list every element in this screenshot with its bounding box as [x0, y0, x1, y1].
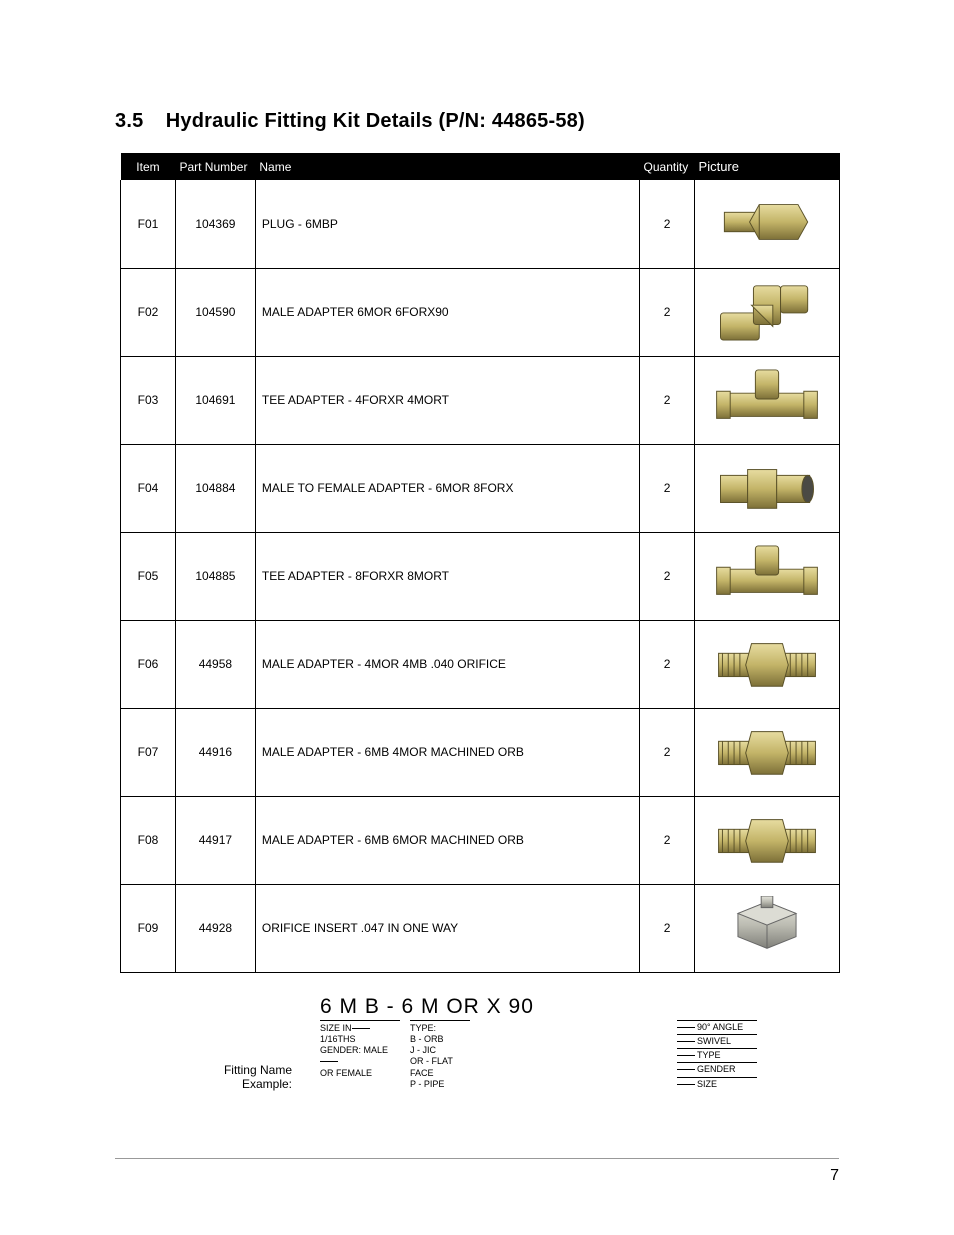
cell-qty: 2: [640, 356, 695, 444]
fitting-name-diagram: Fitting Name Example: 6 M B - 6 M OR X 9…: [197, 995, 757, 1091]
col-qty: Quantity: [640, 153, 695, 180]
page-container: 3.5 Hydraulic Fitting Kit Details (P/N: …: [0, 0, 954, 1235]
cell-item: F01: [121, 180, 176, 268]
cell-item: F02: [121, 268, 176, 356]
table-row: F0644958MALE ADAPTER - 4MOR 4MB .040 ORI…: [121, 620, 840, 708]
section-heading: 3.5 Hydraulic Fitting Kit Details (P/N: …: [115, 110, 839, 133]
col-pic: Picture: [695, 153, 840, 180]
cell-qty: 2: [640, 180, 695, 268]
col-item: Item: [121, 153, 176, 180]
cell-item: F09: [121, 884, 176, 972]
cell-qty: 2: [640, 708, 695, 796]
table-row: F0944928ORIFICE INSERT .047 IN ONE WAY2: [121, 884, 840, 972]
parts-table-body: F01104369PLUG - 6MBP2F02104590MALE ADAPT…: [121, 180, 840, 972]
cell-item: F05: [121, 532, 176, 620]
table-row: F0744916MALE ADAPTER - 6MB 4MOR MACHINED…: [121, 708, 840, 796]
tee-icon: [707, 544, 827, 609]
diagram-left-col: SIZE IN 1/16THS GENDER: MALE OR FEMALE: [320, 1020, 400, 1091]
cell-pic: [695, 532, 840, 620]
diagram-legend: SIZE IN 1/16THS GENDER: MALE OR FEMALE T…: [320, 1020, 757, 1091]
parts-table: Item Part Number Name Quantity Picture F…: [120, 153, 840, 973]
cell-pic: [695, 620, 840, 708]
cell-pn: 44928: [175, 884, 255, 972]
cell-pn: 44958: [175, 620, 255, 708]
cell-pn: 104590: [175, 268, 255, 356]
mm-adapter-icon: [707, 808, 827, 873]
cell-name: ORIFICE INSERT .047 IN ONE WAY: [255, 884, 639, 972]
cell-name: TEE ADAPTER - 4FORXR 4MORT: [255, 356, 639, 444]
cell-item: F08: [121, 796, 176, 884]
cell-pic: [695, 796, 840, 884]
mm-adapter-icon: [707, 632, 827, 697]
page-footer: 7: [115, 1158, 839, 1185]
col-pn: Part Number: [175, 153, 255, 180]
cell-pn: 44916: [175, 708, 255, 796]
orifice-insert-icon: [707, 896, 827, 961]
cell-name: MALE ADAPTER 6MOR 6FORX90: [255, 268, 639, 356]
cell-name: PLUG - 6MBP: [255, 180, 639, 268]
cell-item: F06: [121, 620, 176, 708]
cell-qty: 2: [640, 268, 695, 356]
cell-name: MALE ADAPTER - 4MOR 4MB .040 ORIFICE: [255, 620, 639, 708]
cell-pic: [695, 268, 840, 356]
cell-qty: 2: [640, 444, 695, 532]
diagram-label: Fitting Name Example:: [197, 1064, 292, 1090]
table-row: F02104590MALE ADAPTER 6MOR 6FORX902: [121, 268, 840, 356]
diagram-mid-col: TYPE: B - ORB J - JIC OR - FLAT FACE P -…: [410, 1020, 470, 1091]
table-row: F0844917MALE ADAPTER - 6MB 6MOR MACHINED…: [121, 796, 840, 884]
cell-pn: 104885: [175, 532, 255, 620]
section-number: 3.5: [115, 110, 160, 133]
plug-hex-icon: [707, 191, 827, 256]
cell-name: MALE ADAPTER - 6MB 6MOR MACHINED ORB: [255, 796, 639, 884]
col-name: Name: [255, 153, 639, 180]
diagram-right-col: 90° ANGLE SWIVEL TYPE GENDER SIZE: [677, 1020, 757, 1091]
cell-qty: 2: [640, 620, 695, 708]
cell-qty: 2: [640, 532, 695, 620]
parts-table-head: Item Part Number Name Quantity Picture: [121, 153, 840, 180]
cell-name: MALE TO FEMALE ADAPTER - 6MOR 8FORX: [255, 444, 639, 532]
table-row: F04104884MALE TO FEMALE ADAPTER - 6MOR 8…: [121, 444, 840, 532]
section-title: Hydraulic Fitting Kit Details (P/N: 4486…: [166, 110, 585, 132]
cell-item: F03: [121, 356, 176, 444]
diagram-example-text: 6 M B - 6 M OR X 90: [320, 995, 757, 1018]
cell-pic: [695, 884, 840, 972]
mm-adapter-icon: [707, 720, 827, 785]
cell-name: TEE ADAPTER - 8FORXR 8MORT: [255, 532, 639, 620]
cell-name: MALE ADAPTER - 6MB 4MOR MACHINED ORB: [255, 708, 639, 796]
elbow-90-icon: [707, 280, 827, 345]
table-row: F01104369PLUG - 6MBP2: [121, 180, 840, 268]
mf-adapter-icon: [707, 456, 827, 521]
cell-item: F04: [121, 444, 176, 532]
tee-icon: [707, 368, 827, 433]
cell-qty: 2: [640, 884, 695, 972]
cell-pn: 44917: [175, 796, 255, 884]
cell-pic: [695, 356, 840, 444]
cell-pn: 104369: [175, 180, 255, 268]
page-number: 7: [830, 1167, 839, 1184]
cell-pic: [695, 180, 840, 268]
table-row: F03104691TEE ADAPTER - 4FORXR 4MORT2: [121, 356, 840, 444]
cell-pic: [695, 444, 840, 532]
cell-pn: 104691: [175, 356, 255, 444]
cell-pn: 104884: [175, 444, 255, 532]
cell-item: F07: [121, 708, 176, 796]
table-row: F05104885TEE ADAPTER - 8FORXR 8MORT2: [121, 532, 840, 620]
cell-qty: 2: [640, 796, 695, 884]
cell-pic: [695, 708, 840, 796]
